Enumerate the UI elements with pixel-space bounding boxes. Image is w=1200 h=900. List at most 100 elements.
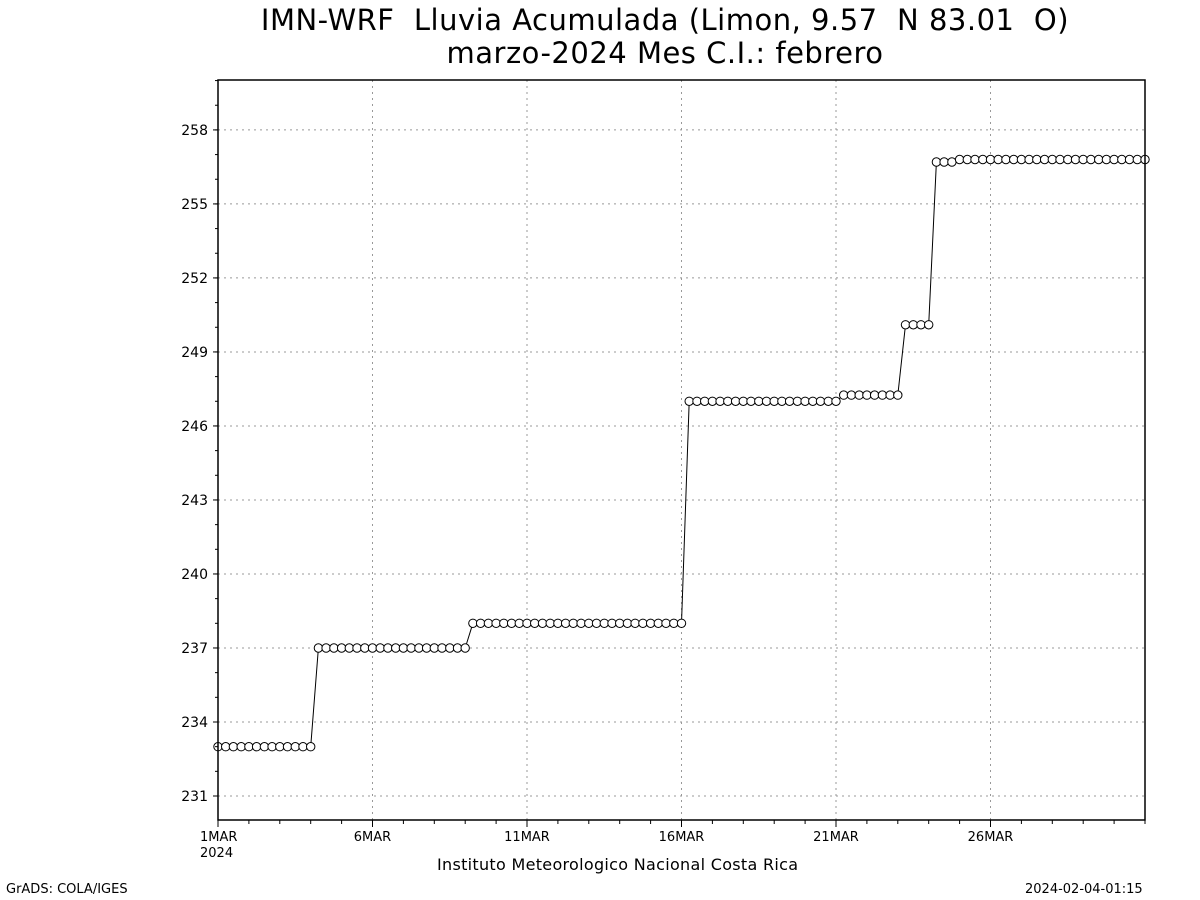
y-tick-label: 240 — [181, 567, 208, 583]
data-point — [1055, 154, 1065, 165]
data-point — [244, 742, 254, 752]
footer-timestamp: 2024-02-04-01:15 — [1025, 882, 1143, 897]
y-tick-label: 234 — [181, 715, 208, 731]
data-point — [939, 157, 949, 167]
data-point — [1124, 154, 1135, 165]
data-point — [823, 396, 833, 406]
data-point — [1117, 154, 1127, 165]
data-point — [792, 396, 803, 406]
data-point — [846, 390, 857, 400]
data-point — [352, 643, 362, 653]
data-point — [1094, 154, 1104, 165]
data-point — [985, 154, 996, 165]
data-point — [599, 618, 609, 628]
data-point — [676, 618, 687, 628]
chart-subtitle: marzo-2024 Mes C.I.: febrero — [446, 36, 884, 70]
data-point — [754, 396, 764, 406]
data-point — [584, 618, 594, 628]
data-point — [313, 643, 324, 653]
data-point — [900, 320, 911, 330]
data-point — [1109, 154, 1119, 165]
data-point — [615, 618, 625, 628]
x-tick-label-year: 2024 — [200, 846, 233, 861]
data-point — [506, 618, 517, 628]
data-point — [290, 742, 300, 752]
data-point — [468, 618, 478, 628]
data-point — [854, 390, 864, 400]
x-tick-label: 16MAR — [659, 830, 705, 845]
data-point — [769, 396, 779, 406]
data-point — [1024, 154, 1034, 165]
data-point — [970, 154, 980, 165]
data-point — [746, 396, 756, 406]
data-point — [908, 320, 918, 330]
y-tick-label: 237 — [181, 641, 208, 657]
data-point — [700, 396, 710, 406]
x-tick-label: 6MAR — [354, 830, 391, 845]
data-point — [622, 618, 633, 628]
data-point — [877, 390, 888, 400]
data-point — [452, 643, 463, 653]
data-point — [1032, 154, 1042, 165]
data-point — [560, 618, 571, 628]
data-point — [1078, 154, 1088, 165]
data-point — [568, 618, 578, 628]
data-point — [475, 618, 486, 628]
data-point — [931, 157, 942, 167]
data-point — [1063, 154, 1073, 165]
data-point — [993, 154, 1003, 165]
y-tick-label: 255 — [181, 197, 208, 213]
data-point — [522, 618, 532, 628]
axes — [213, 79, 1146, 827]
data-point — [383, 643, 393, 653]
data-point — [298, 742, 308, 752]
data-point — [236, 742, 246, 752]
y-tick-label: 243 — [181, 493, 208, 509]
data-point — [777, 396, 787, 406]
data-point — [576, 618, 586, 628]
data-point — [831, 396, 841, 406]
data-point — [421, 643, 432, 653]
data-point — [414, 643, 424, 653]
data-point — [367, 643, 378, 653]
data-point — [360, 643, 370, 653]
data-point — [251, 742, 262, 752]
data-point — [329, 643, 339, 653]
data-point — [954, 154, 965, 165]
y-tick-label: 231 — [181, 789, 208, 805]
data-point — [259, 742, 270, 752]
data-point — [723, 396, 733, 406]
data-point — [630, 618, 640, 628]
gridlines — [218, 80, 1145, 820]
data-point — [893, 390, 903, 400]
data-point — [375, 643, 385, 653]
data-point — [638, 618, 648, 628]
data-point — [653, 618, 663, 628]
data-point — [499, 618, 509, 628]
data-point — [391, 643, 401, 653]
x-tick-label: 11MAR — [504, 830, 550, 845]
data-point — [460, 643, 470, 653]
data-point — [406, 643, 416, 653]
data-point — [1039, 154, 1050, 165]
data-point — [1016, 154, 1027, 165]
data-point — [885, 390, 895, 400]
data-point — [1132, 154, 1143, 165]
data-point — [445, 643, 455, 653]
data-point — [684, 396, 694, 406]
data-point — [1101, 154, 1112, 165]
y-tick-label: 246 — [181, 419, 208, 435]
x-tick-label: 21MAR — [813, 830, 859, 845]
y-tick-label: 249 — [181, 345, 208, 361]
data-point — [607, 618, 617, 628]
data-point — [1001, 154, 1011, 165]
data-point — [1047, 154, 1058, 165]
data-point — [491, 618, 501, 628]
data-point — [514, 618, 524, 628]
data-point — [1070, 154, 1081, 165]
data-point — [228, 742, 239, 752]
data-point — [839, 390, 849, 400]
data-point — [978, 154, 988, 165]
x-axis-caption: Instituto Meteorologico Nacional Costa R… — [437, 855, 799, 874]
